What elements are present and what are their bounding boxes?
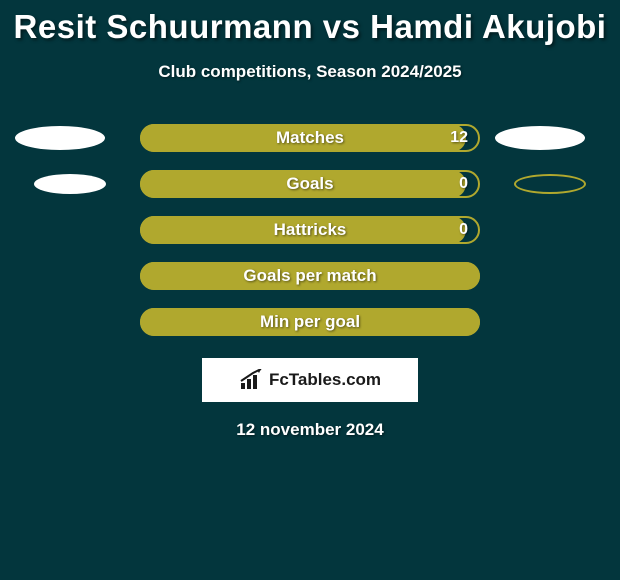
stat-bar: Hattricks 0 bbox=[140, 216, 480, 244]
logo-box: FcTables.com bbox=[202, 358, 418, 402]
player-marker-right bbox=[514, 174, 586, 194]
stat-label: Min per goal bbox=[260, 312, 360, 332]
logo-text: FcTables.com bbox=[269, 370, 381, 390]
stat-label: Goals bbox=[286, 174, 333, 194]
stat-row: Matches 12 bbox=[0, 124, 620, 152]
player-marker-left bbox=[34, 174, 106, 194]
stat-label: Goals per match bbox=[243, 266, 376, 286]
date-text: 12 november 2024 bbox=[0, 420, 620, 440]
player-marker-left bbox=[15, 126, 105, 150]
stat-row: Goals 0 bbox=[0, 170, 620, 198]
player-marker-right bbox=[495, 126, 585, 150]
stat-label: Hattricks bbox=[274, 220, 347, 240]
stat-bar: Goals per match bbox=[140, 262, 480, 290]
stat-row: Goals per match bbox=[0, 262, 620, 290]
stat-rows: Matches 12 Goals 0 Hattricks 0 Goals per match… bbox=[0, 124, 620, 336]
stat-bar: Goals 0 bbox=[140, 170, 480, 198]
stat-value-right: 0 bbox=[459, 221, 468, 239]
chart-icon bbox=[239, 369, 265, 391]
stat-label: Matches bbox=[276, 128, 344, 148]
page-title: Resit Schuurmann vs Hamdi Akujobi bbox=[0, 0, 620, 46]
stat-value-right: 0 bbox=[459, 175, 468, 193]
subtitle: Club competitions, Season 2024/2025 bbox=[0, 62, 620, 82]
stat-row: Hattricks 0 bbox=[0, 216, 620, 244]
stat-bar: Matches 12 bbox=[140, 124, 480, 152]
stat-bar: Min per goal bbox=[140, 308, 480, 336]
stat-row: Min per goal bbox=[0, 308, 620, 336]
stat-value-right: 12 bbox=[450, 129, 468, 147]
